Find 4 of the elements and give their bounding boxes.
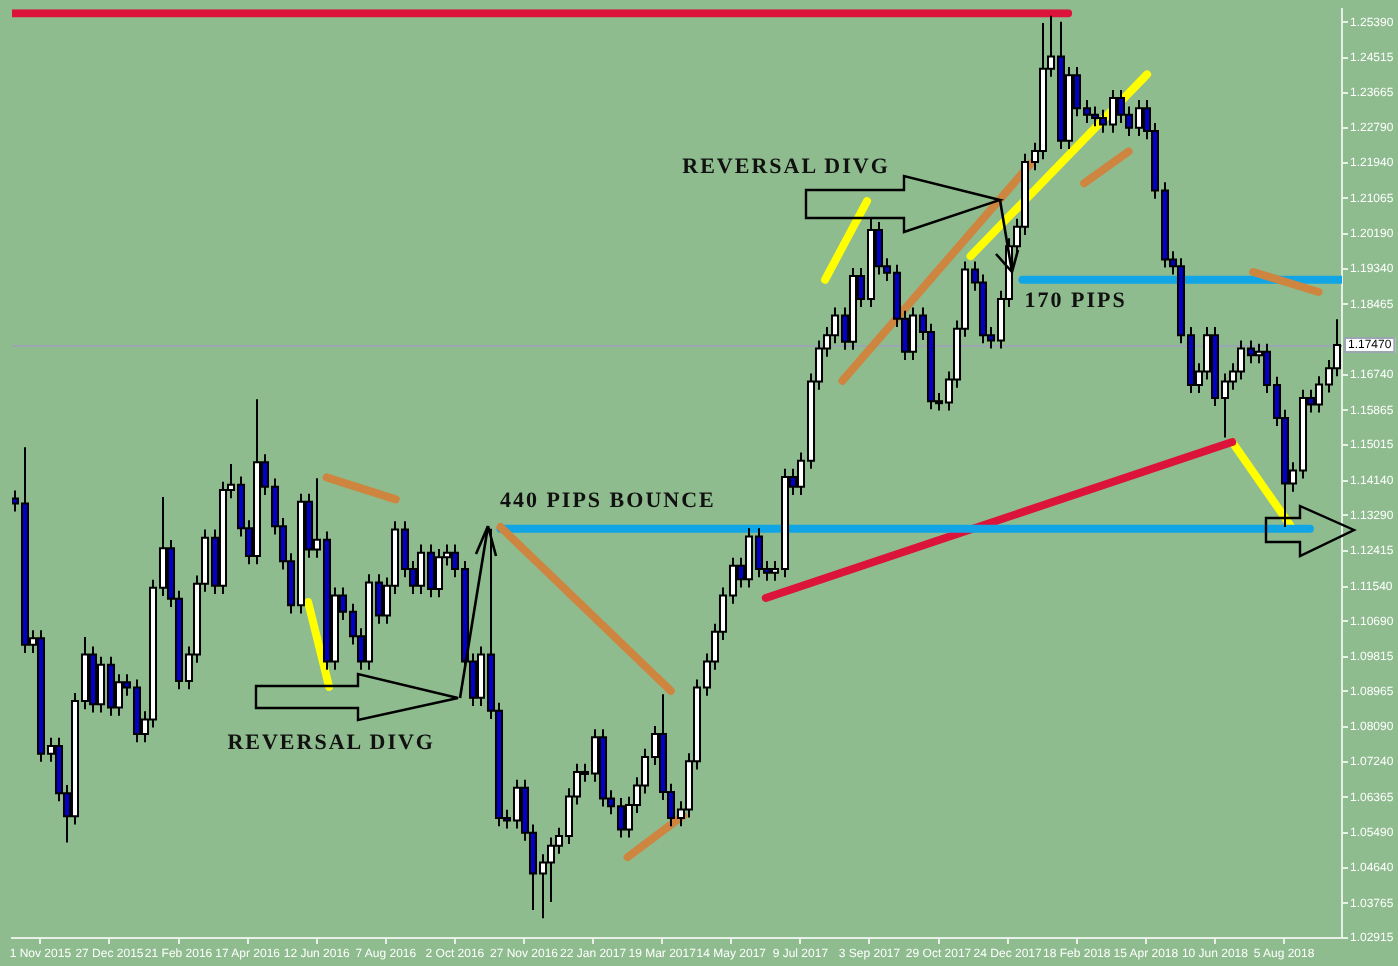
annotation: REVERSAL DIVG — [227, 730, 435, 755]
annotation: 170 PIPS — [1024, 289, 1127, 314]
annotation: 440 PIPS BOUNCE — [499, 489, 716, 514]
annotation: REVERSAL DIVG — [682, 154, 890, 179]
